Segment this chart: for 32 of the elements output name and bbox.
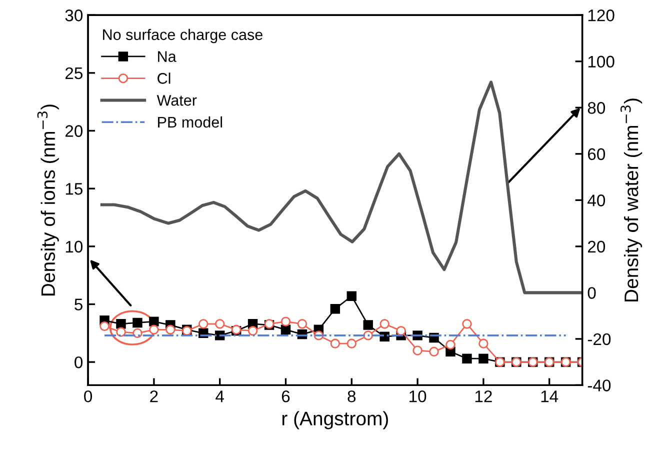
y-axis-title: Density of ions (nm$^{−3}$) (37, 104, 59, 296)
y2-tick-label: -20 (588, 333, 611, 346)
y2-tick-label: 40 (588, 194, 606, 206)
x-tick-label: 4 (216, 390, 224, 402)
x-tick-label: 2 (150, 390, 158, 402)
legend-title: No surface charge case (103, 28, 262, 44)
y-tick-label: 10 (66, 240, 83, 253)
legend-label: PB model (158, 116, 222, 128)
y2-tick-label: 0 (588, 287, 596, 299)
legend-label: Cl (158, 72, 170, 84)
x-tick-label: 6 (282, 390, 290, 402)
y-tick-label: 25 (65, 67, 82, 80)
y2-tick-label: 20 (588, 240, 606, 253)
x-tick-label: 14 (541, 390, 558, 402)
y-tick-label: 15 (66, 183, 82, 195)
y2-tick-label: 60 (588, 148, 606, 160)
x-tick-label: 0 (84, 390, 92, 402)
y-tick-label: 30 (65, 10, 83, 22)
y-tick-label: 20 (65, 125, 83, 137)
y2-tick-label: 80 (588, 102, 606, 114)
y2-tick-label: 100 (588, 56, 614, 68)
legend-label: Water (156, 95, 197, 106)
x-tick-label: 8 (348, 390, 356, 402)
y-tick-label: 0 (74, 356, 83, 368)
x-axis-title: r (Angstrom) (282, 411, 388, 430)
y2-axis-title: Density of water (nm$^{−3}$) (620, 98, 642, 302)
y-tick-label: 5 (74, 298, 82, 310)
y2-tick-label: -40 (588, 380, 611, 392)
x-tick-label: 10 (410, 390, 426, 402)
x-tick-label: 12 (475, 390, 492, 402)
y2-tick-label: 120 (588, 10, 614, 22)
legend-label: Na (158, 51, 176, 62)
